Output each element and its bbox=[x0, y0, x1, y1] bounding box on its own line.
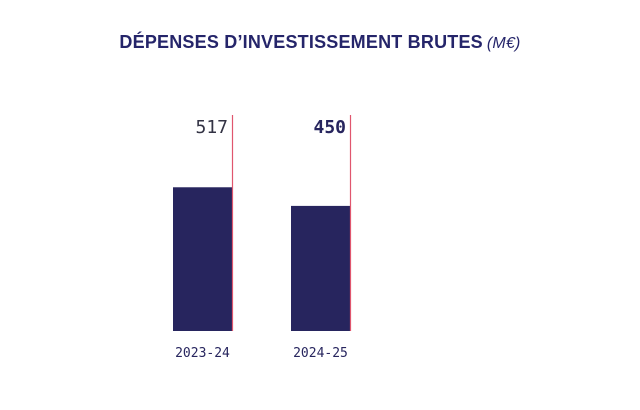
value-label-2023-24: 517 bbox=[195, 117, 228, 138]
chart-title-unit: (M€) bbox=[486, 35, 521, 52]
tick-label-2023-24: 2023-24 bbox=[175, 346, 230, 361]
bar-2024-25 bbox=[291, 205, 350, 331]
chart-title: DÉPENSES D’INVESTISSEMENT BRUTES (M€) bbox=[0, 32, 640, 53]
chart-title-main: DÉPENSES D’INVESTISSEMENT BRUTES bbox=[119, 32, 483, 52]
tick-label-2024-25: 2024-25 bbox=[293, 346, 348, 361]
value-label-2024-25: 450 bbox=[313, 117, 346, 138]
bar-2023-24 bbox=[173, 187, 232, 331]
